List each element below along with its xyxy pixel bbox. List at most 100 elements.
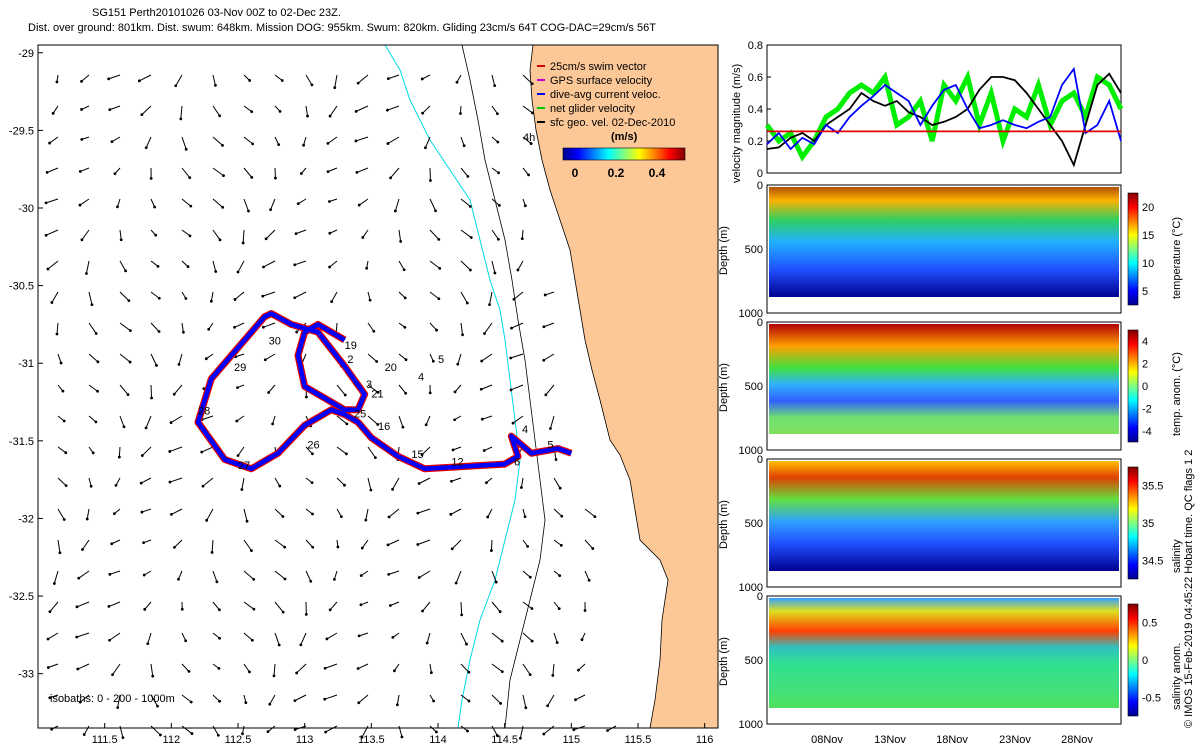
velocity-vector [53, 570, 59, 584]
velocity-vector [145, 415, 152, 429]
velocity-vector [460, 198, 471, 207]
section-field [769, 461, 1119, 571]
map-y-tick-label: -31 [18, 358, 34, 370]
isobaths-label: isobaths: 0 - 200 - 1000m [50, 693, 175, 705]
vector-head [425, 641, 429, 645]
vector-head [144, 146, 148, 150]
velocity-vector [119, 353, 131, 363]
section-colorbar-tick-label: 0 [1142, 655, 1148, 667]
velocity-vector [212, 74, 216, 86]
vector-head [264, 237, 268, 241]
vector-head [461, 333, 464, 337]
velocity-y-tick-label: 0.4 [748, 104, 763, 116]
vector-head [214, 270, 218, 273]
vector-head [247, 209, 250, 213]
vector-head [299, 172, 303, 175]
vector-head [467, 699, 471, 703]
velocity-vector [243, 508, 248, 522]
vector-head [96, 389, 99, 393]
velocity-vector [49, 694, 59, 699]
vector-head [140, 510, 144, 514]
velocity-vector [367, 291, 371, 301]
section-ylabel: Depth (m) [718, 363, 730, 412]
vector-head [554, 458, 558, 461]
velocity-vector [491, 663, 503, 672]
day-label: 21 [371, 388, 383, 400]
velocity-vector [305, 446, 313, 455]
map-y-tick-label: -30.5 [9, 281, 34, 293]
velocity-vector [305, 539, 314, 548]
vector-head [146, 642, 150, 646]
vector-head [356, 667, 360, 670]
vector-head [432, 699, 436, 703]
colorbar-tick-label: 0.4 [649, 166, 666, 180]
velocity-vector [270, 198, 276, 210]
velocity-vector [150, 725, 161, 736]
velocity-vector [263, 322, 276, 328]
vector-head [294, 232, 298, 236]
velocity-vector [150, 260, 159, 267]
vector-head [499, 702, 503, 705]
vector-head [555, 641, 559, 644]
vector-head [354, 139, 358, 143]
velocity-vector [210, 291, 214, 302]
velocity-vector [45, 198, 59, 204]
vector-head [369, 488, 373, 492]
vector-head [495, 734, 499, 737]
vector-head [278, 484, 282, 488]
vector-head [187, 670, 191, 673]
vector-head [128, 360, 132, 364]
velocity-vector [269, 694, 276, 705]
velocity-vector [178, 570, 183, 580]
velocity-vector [429, 229, 440, 240]
vector-head [116, 706, 120, 709]
velocity-vector [265, 229, 276, 240]
velocity-y-tick-label: 0.6 [748, 72, 763, 84]
velocity-vector [491, 229, 499, 240]
velocity-y-tick-label: 0 [757, 168, 763, 180]
vector-head [469, 236, 473, 239]
day-label: 2 [347, 354, 353, 366]
vector-head [266, 730, 270, 734]
vector-head [542, 358, 546, 362]
velocity-vector [451, 477, 462, 482]
velocity-vector [236, 415, 245, 422]
velocity-vector [578, 663, 586, 671]
section-field [769, 187, 1119, 297]
velocity-vector [243, 198, 249, 212]
vector-head [328, 200, 331, 203]
velocity-vector [212, 229, 221, 241]
vector-head [80, 238, 84, 242]
velocity-y-axis: 0 0.2 0.4 0.6 0.8 [748, 40, 771, 180]
vector-head [263, 358, 267, 362]
velocity-vector [387, 136, 400, 145]
velocity-lines [764, 66, 1124, 168]
velocity-vector [212, 167, 224, 177]
vector-head [482, 449, 486, 452]
velocity-vector [274, 74, 283, 81]
vector-head [217, 666, 221, 670]
velocity-vector [388, 508, 400, 518]
vector-head [277, 143, 281, 147]
vector-head [336, 545, 340, 549]
vector-head [248, 79, 252, 82]
vector-head [251, 142, 255, 146]
vector-head [557, 607, 561, 611]
velocity-vector [150, 291, 160, 299]
day-label: 19 [345, 340, 357, 352]
velocity-vector [57, 508, 65, 520]
section-colorbar-tick-label: -0.5 [1142, 692, 1161, 704]
vector-head [328, 231, 332, 235]
day-label: 15 [411, 449, 423, 461]
map-x-tick-label: 115 [563, 734, 581, 746]
vector-head [173, 545, 176, 549]
velocity-panel: 0 0.2 0.4 0.6 0.8 velocity magnitude (m/s) [731, 40, 1124, 183]
section-colorbar-tick-label: -4 [1142, 426, 1152, 438]
velocity-vector [584, 508, 596, 518]
velocity-vector [455, 570, 462, 584]
vector-head [343, 393, 347, 397]
vector-head [437, 237, 441, 241]
velocity-vector [429, 322, 437, 331]
velocity-vector [51, 291, 59, 303]
